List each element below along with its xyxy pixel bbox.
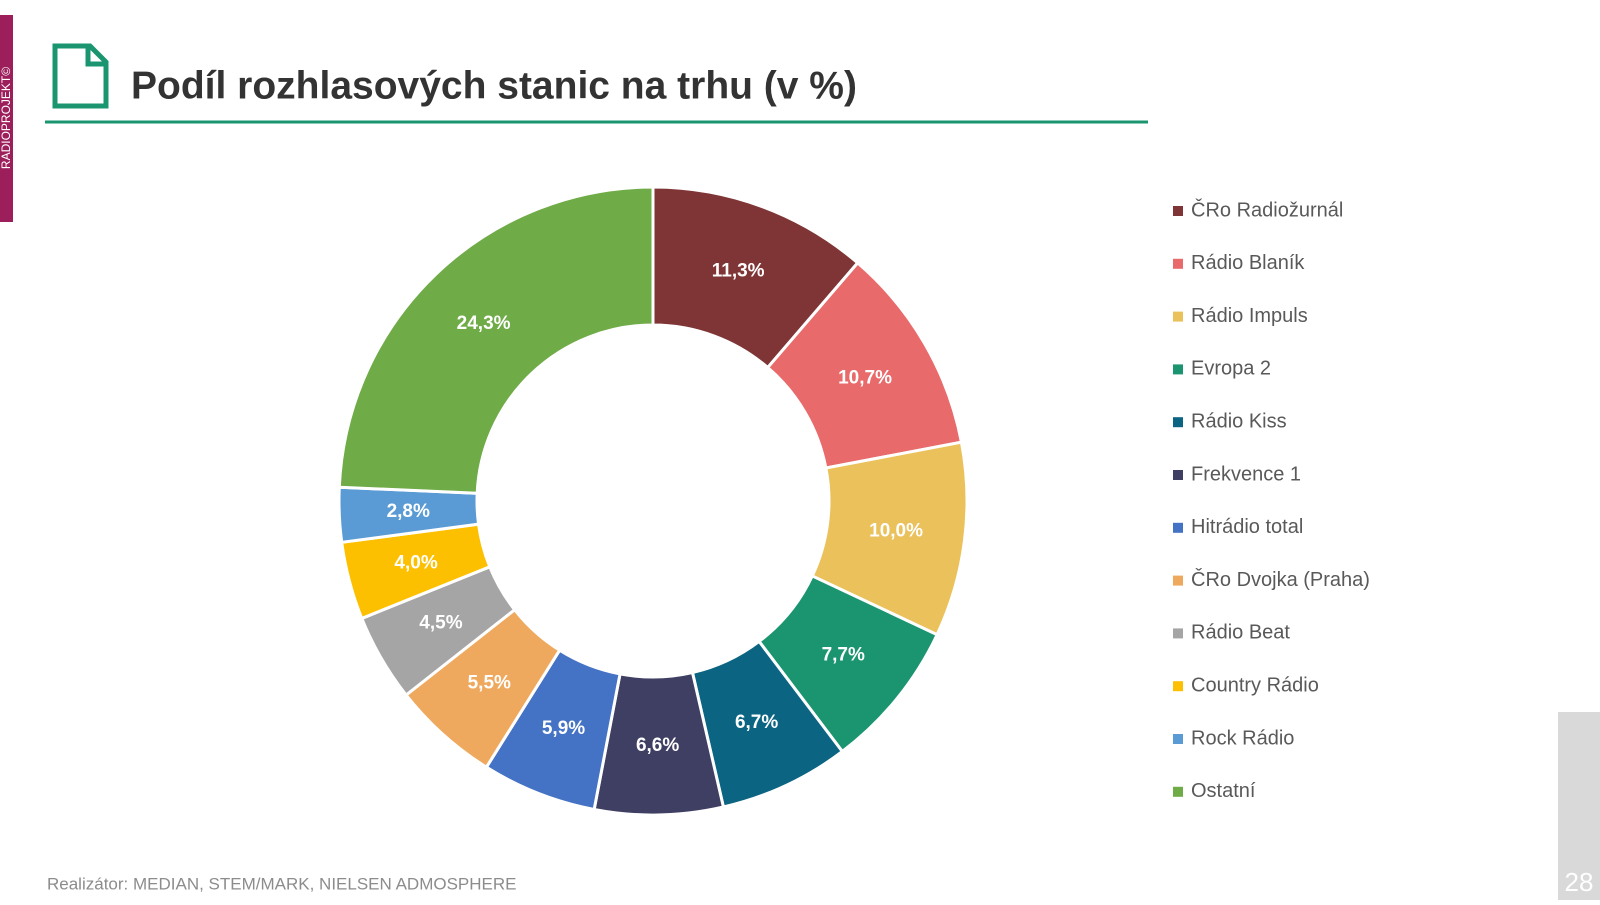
data-label: 5,5% <box>468 672 511 693</box>
legend-label: Rádio Kiss <box>1191 410 1287 432</box>
data-label: 2,8% <box>387 501 430 522</box>
legend: ČRo Radiožurnál Rádio Blaník Rádio Impuls E… <box>1173 198 1370 802</box>
data-label: 5,9% <box>542 718 585 739</box>
title-icon <box>52 43 109 109</box>
legend-swatch <box>1173 734 1183 744</box>
legend-swatch <box>1173 417 1183 428</box>
data-label: 4,5% <box>419 613 462 634</box>
data-label: 10,7% <box>838 367 892 388</box>
legend-swatch <box>1173 206 1183 216</box>
legend-swatch <box>1173 470 1183 480</box>
slice <box>337 185 655 495</box>
legend-swatch <box>1173 786 1183 797</box>
chart-title: Podíl rozhlasových stanic na trhu (v %) <box>131 64 857 107</box>
legend-label: Evropa 2 <box>1191 358 1271 380</box>
page-number-box <box>1558 712 1600 900</box>
data-label: 10,0% <box>869 521 923 542</box>
legend-swatch <box>1173 628 1183 639</box>
legend-label: Country Rádio <box>1191 674 1319 696</box>
legend-label: ČRo Radiožurnál <box>1191 198 1343 221</box>
legend-label: Frekvence 1 <box>1191 463 1301 485</box>
legend-label: Hitrádio total <box>1191 516 1303 538</box>
legend-label: Ostatní <box>1191 780 1256 802</box>
side-bar <box>0 15 13 222</box>
data-label: 11,3% <box>712 260 765 281</box>
data-label: 6,6% <box>636 735 679 756</box>
legend-label: ČRo Dvojka (Praha) <box>1191 568 1370 591</box>
side-label: RADIOPROJEKT© <box>0 67 13 169</box>
legend-swatch <box>1173 311 1183 322</box>
legend-label: Rádio Impuls <box>1191 305 1308 327</box>
legend-label: Rádio Blaník <box>1191 252 1305 274</box>
data-label: 24,3% <box>457 313 511 334</box>
legend-swatch <box>1173 364 1183 375</box>
data-label: 7,7% <box>822 644 865 665</box>
legend-swatch <box>1173 258 1183 269</box>
legend-label: Rock Rádio <box>1191 727 1294 749</box>
legend-swatch <box>1173 522 1183 533</box>
data-label: 6,7% <box>735 712 778 733</box>
data-label: 4,0% <box>394 552 437 573</box>
legend-swatch <box>1173 575 1183 586</box>
donut-chart: 11,3% 10,7% 10,0% 7,7% 6,7% 6,6% 5,9% 5,5% 4,5% 4… <box>337 185 969 817</box>
title-icon-fold <box>85 46 106 67</box>
source-note: Realizátor: MEDIAN, STEM/MARK, NIELSEN A… <box>47 874 517 893</box>
page-number: 28 <box>1565 867 1594 897</box>
legend-swatch <box>1173 681 1183 692</box>
legend-label: Rádio Beat <box>1191 622 1290 644</box>
